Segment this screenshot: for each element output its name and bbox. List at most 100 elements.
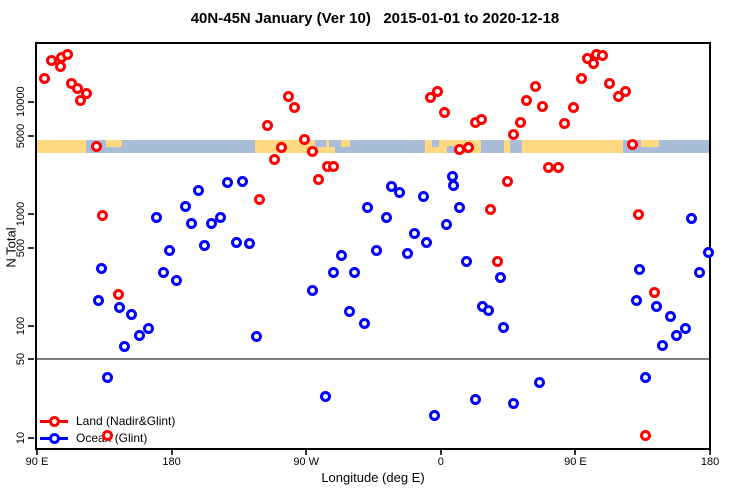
y-tick-mark bbox=[28, 246, 34, 249]
data-point-ocean bbox=[250, 331, 262, 343]
data-point-ocean bbox=[401, 248, 413, 260]
data-point-land bbox=[619, 86, 631, 98]
data-point-land bbox=[298, 134, 310, 146]
data-point-land bbox=[521, 94, 533, 106]
y-tick-mark bbox=[28, 436, 34, 439]
data-point-ocean bbox=[157, 266, 169, 278]
data-point-ocean bbox=[650, 300, 662, 312]
data-point-ocean bbox=[702, 247, 714, 259]
data-point-land bbox=[604, 77, 616, 89]
data-point-ocean bbox=[409, 228, 421, 240]
chart-title: 40N-45N January (Ver 10) 2015-01-01 to 2… bbox=[190, 10, 560, 27]
plot-area: Land (Nadir&Glint) Ocean (Glint) bbox=[35, 42, 714, 450]
data-point-ocean bbox=[639, 371, 651, 383]
legend-marker bbox=[49, 433, 60, 444]
band-segment-land bbox=[340, 140, 350, 148]
data-point-land bbox=[529, 80, 541, 92]
y-tick-mark bbox=[28, 358, 34, 361]
data-point-land bbox=[90, 140, 102, 152]
data-point-ocean bbox=[343, 306, 355, 318]
data-point-ocean bbox=[95, 262, 107, 274]
data-point-ocean bbox=[454, 202, 466, 214]
data-point-ocean bbox=[348, 266, 360, 278]
band-segment-land bbox=[641, 140, 660, 148]
band-segment-land bbox=[35, 140, 87, 154]
data-point-land bbox=[253, 194, 265, 206]
data-point-land bbox=[492, 256, 504, 268]
data-point-ocean bbox=[497, 321, 509, 333]
data-point-ocean bbox=[370, 245, 382, 257]
data-point-ocean bbox=[125, 309, 137, 321]
data-point-land bbox=[552, 161, 564, 173]
data-point-land bbox=[45, 55, 57, 67]
band-segment-land bbox=[105, 140, 123, 148]
band-segment-land bbox=[522, 140, 624, 154]
data-point-ocean bbox=[306, 285, 318, 297]
band-segment-ocean bbox=[86, 140, 255, 154]
data-point-ocean bbox=[446, 170, 458, 182]
data-point-land bbox=[612, 91, 624, 103]
y-tick-label: 10000 bbox=[15, 86, 27, 118]
data-point-ocean bbox=[362, 202, 374, 214]
data-point-ocean bbox=[319, 391, 331, 403]
data-point-land bbox=[306, 146, 318, 158]
data-point-land bbox=[74, 94, 86, 106]
data-point-ocean bbox=[429, 409, 441, 421]
data-point-ocean bbox=[327, 267, 339, 279]
band-segment-ocean bbox=[335, 140, 426, 154]
data-point-ocean bbox=[685, 213, 697, 225]
data-point-land bbox=[38, 72, 50, 84]
y-tick-mark bbox=[28, 101, 34, 104]
data-point-ocean bbox=[231, 236, 243, 248]
data-point-land bbox=[327, 160, 339, 172]
x-tick-label: 90 E bbox=[564, 456, 587, 468]
y-tick-label: 5000 bbox=[15, 123, 27, 149]
data-point-ocean bbox=[118, 341, 130, 353]
data-point-ocean bbox=[664, 310, 676, 322]
x-tick-label: 0 bbox=[437, 456, 444, 468]
legend-item: Land (Nadir&Glint) bbox=[40, 413, 240, 430]
data-point-land bbox=[424, 92, 436, 104]
data-point-ocean bbox=[507, 398, 519, 410]
data-point-land bbox=[484, 203, 496, 215]
x-tick-mark bbox=[574, 450, 577, 455]
data-point-land bbox=[439, 106, 451, 118]
data-point-land bbox=[66, 77, 78, 89]
legend-label: Land (Nadir&Glint) bbox=[76, 414, 176, 428]
data-point-ocean bbox=[199, 239, 211, 251]
data-point-land bbox=[81, 87, 93, 99]
band-segment-ocean bbox=[446, 146, 456, 154]
data-point-ocean bbox=[447, 180, 459, 192]
data-point-ocean bbox=[630, 294, 642, 306]
band-segment-ocean bbox=[510, 140, 523, 154]
data-point-ocean bbox=[358, 318, 370, 330]
data-point-land bbox=[648, 287, 660, 299]
data-point-ocean bbox=[163, 245, 175, 257]
data-point-ocean bbox=[534, 377, 546, 389]
data-point-land bbox=[639, 429, 651, 441]
data-point-land bbox=[559, 118, 571, 130]
y-axis-title: N Total bbox=[3, 227, 19, 268]
data-point-ocean bbox=[92, 294, 104, 306]
data-point-land bbox=[54, 61, 66, 73]
data-point-ocean bbox=[170, 274, 182, 286]
data-point-ocean bbox=[133, 330, 145, 342]
data-point-ocean bbox=[193, 185, 205, 197]
data-point-ocean bbox=[215, 212, 227, 224]
y-tick-label: 50 bbox=[15, 353, 27, 366]
y-tick-mark bbox=[28, 135, 34, 138]
data-point-land bbox=[476, 113, 488, 125]
data-point-land bbox=[537, 101, 549, 113]
data-point-land bbox=[627, 139, 639, 151]
legend-marker bbox=[49, 416, 60, 427]
data-point-ocean bbox=[393, 187, 405, 199]
x-tick-label: 180 bbox=[700, 456, 720, 468]
data-point-ocean bbox=[670, 330, 682, 342]
data-point-land bbox=[101, 429, 113, 441]
x-tick-mark bbox=[709, 450, 712, 455]
data-point-ocean bbox=[185, 217, 197, 229]
data-point-land bbox=[276, 142, 288, 154]
y-tick-mark bbox=[28, 213, 34, 216]
data-point-land bbox=[507, 129, 519, 141]
